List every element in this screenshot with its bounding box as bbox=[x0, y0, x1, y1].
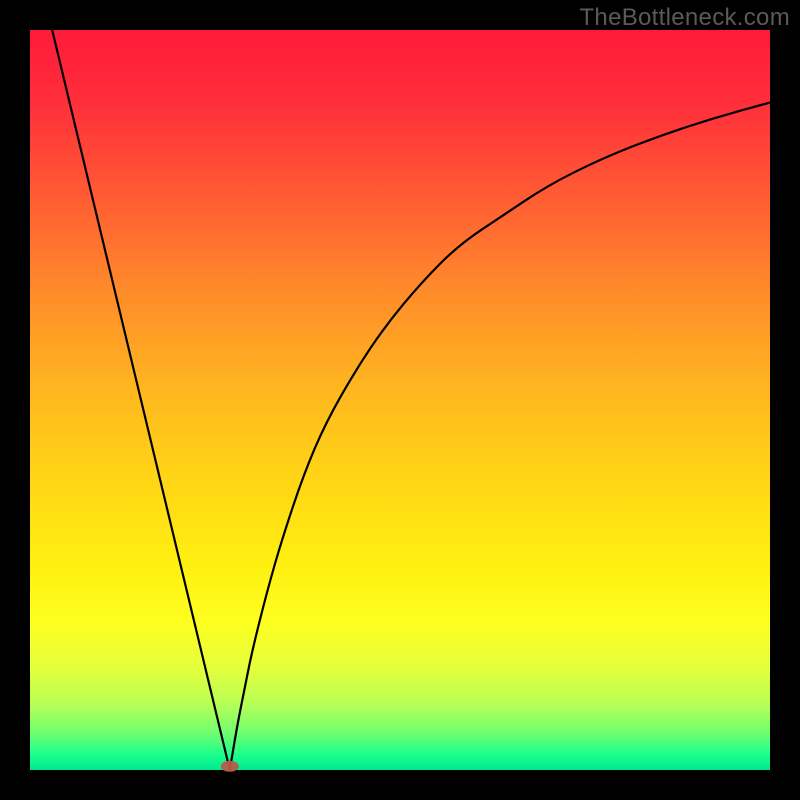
optimal-marker bbox=[221, 761, 239, 772]
chart-container: { "watermark": { "text": "TheBottleneck.… bbox=[0, 0, 800, 800]
watermark-text: TheBottleneck.com bbox=[579, 4, 790, 32]
bottleneck-chart bbox=[0, 0, 800, 800]
